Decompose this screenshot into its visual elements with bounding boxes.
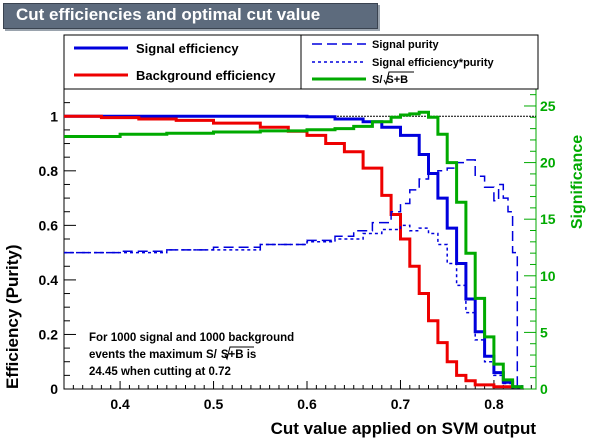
annotation-line-1: For 1000 signal and 1000 background xyxy=(89,332,294,344)
y-tick-label: 0 xyxy=(50,381,58,397)
x-tick-label: 0.5 xyxy=(204,396,224,412)
x-tick-label: 0.4 xyxy=(110,396,130,412)
y2-tick-label: 10 xyxy=(540,268,556,284)
annotation-line-2b: S+B xyxy=(221,349,244,361)
x-tick-label: 0.8 xyxy=(484,396,504,412)
chart-title: Cut efficiencies and optimal cut value xyxy=(16,5,321,24)
legend-sqrt-sign xyxy=(383,71,414,86)
y-axis-label: Efficiency (Purity) xyxy=(3,244,22,389)
series-layer xyxy=(64,110,524,389)
significance-line xyxy=(64,110,524,389)
annotation-line-3: 24.45 when cutting at 0.72 xyxy=(89,366,231,378)
annotation-line-2c: is xyxy=(244,349,257,361)
x-tick-label: 0.7 xyxy=(391,396,411,412)
background-efficiency-line xyxy=(64,114,515,389)
annotation-box xyxy=(80,323,318,381)
legend-signal-eff-purity: Signal efficiency*purity xyxy=(372,57,495,69)
y2-tick-label: 25 xyxy=(540,98,556,114)
legend-significance: S/S+B xyxy=(372,74,408,86)
annotation: For 1000 signal and 1000 background even… xyxy=(80,323,318,381)
legend-signal-efficiency: Signal efficiency xyxy=(136,41,239,56)
signal-efficiency-line xyxy=(64,114,524,389)
annotation-line-2a: events the maximum S/ xyxy=(89,349,218,361)
annotation-sqrt-sign xyxy=(224,346,254,361)
title-box: Cut efficiencies and optimal cut value xyxy=(3,3,378,29)
y-tick-label: 0.4 xyxy=(39,272,59,288)
legend-signal-purity: Signal purity xyxy=(372,39,440,51)
legend-significance-prefix: S/ xyxy=(372,74,382,86)
legend: Signal efficiency Background efficiency … xyxy=(63,34,539,90)
y-tick-label: 0.6 xyxy=(39,217,59,233)
legend-background-efficiency: Background efficiency xyxy=(136,68,276,83)
signal-purity-line xyxy=(64,159,519,389)
signal-eff-purity-line xyxy=(64,224,523,389)
x-tick-label: 0.6 xyxy=(297,396,317,412)
y-tick-label: 0.8 xyxy=(39,163,59,179)
y-tick-label: 1 xyxy=(50,108,58,124)
y2-tick-label: 20 xyxy=(540,155,556,171)
x-axis-label: Cut value applied on SVM output xyxy=(271,419,537,438)
y-tick-label: 0.2 xyxy=(39,326,59,342)
significance-axis-label: Significance xyxy=(569,135,586,229)
legend-significance-root: S+B xyxy=(386,74,408,86)
y2-tick-label: 0 xyxy=(540,381,548,397)
y2-tick-label: 5 xyxy=(540,324,548,340)
annotation-line-2: events the maximum S/S+B is xyxy=(89,349,256,361)
y2-tick-label: 15 xyxy=(540,211,556,227)
